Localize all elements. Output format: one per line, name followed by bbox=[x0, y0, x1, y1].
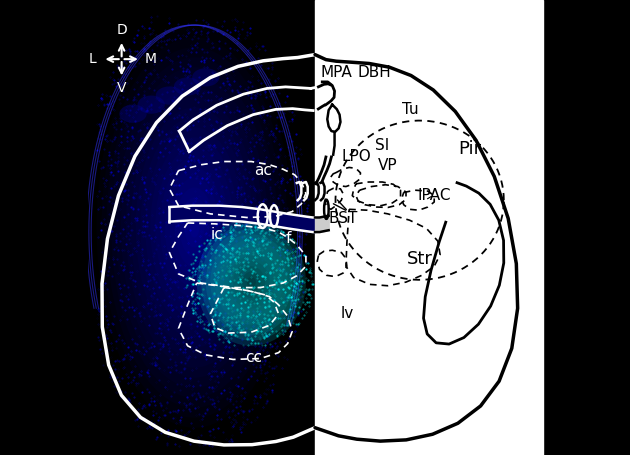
Ellipse shape bbox=[96, 27, 292, 428]
Text: SI: SI bbox=[375, 138, 389, 153]
Ellipse shape bbox=[151, 137, 238, 318]
Ellipse shape bbox=[210, 234, 292, 330]
Text: Pir: Pir bbox=[458, 140, 481, 158]
Text: Str: Str bbox=[407, 250, 433, 268]
Ellipse shape bbox=[126, 87, 263, 368]
Ellipse shape bbox=[160, 157, 229, 298]
Ellipse shape bbox=[140, 117, 248, 338]
Ellipse shape bbox=[190, 217, 199, 238]
Text: V: V bbox=[117, 81, 127, 95]
Ellipse shape bbox=[229, 256, 274, 308]
Text: D: D bbox=[117, 23, 127, 37]
Ellipse shape bbox=[119, 105, 147, 123]
Text: ic: ic bbox=[211, 227, 224, 242]
Bar bbox=[88, 0, 315, 455]
Ellipse shape bbox=[121, 77, 268, 378]
Ellipse shape bbox=[206, 229, 297, 335]
Text: ac: ac bbox=[254, 163, 272, 178]
Text: DBH: DBH bbox=[357, 66, 391, 80]
Ellipse shape bbox=[135, 107, 253, 348]
Ellipse shape bbox=[101, 37, 287, 418]
Ellipse shape bbox=[137, 96, 165, 114]
Ellipse shape bbox=[180, 197, 209, 258]
Ellipse shape bbox=[175, 187, 214, 268]
Ellipse shape bbox=[156, 86, 183, 105]
Ellipse shape bbox=[242, 272, 260, 293]
Ellipse shape bbox=[174, 77, 201, 96]
Ellipse shape bbox=[165, 167, 224, 288]
Ellipse shape bbox=[185, 207, 204, 248]
Ellipse shape bbox=[215, 240, 288, 324]
Ellipse shape bbox=[170, 177, 219, 278]
Ellipse shape bbox=[131, 97, 258, 358]
Text: LPO: LPO bbox=[341, 150, 371, 164]
Ellipse shape bbox=[112, 57, 278, 398]
Text: lv: lv bbox=[340, 307, 353, 321]
Text: cc: cc bbox=[245, 350, 262, 364]
Text: M: M bbox=[145, 52, 157, 66]
Ellipse shape bbox=[197, 218, 306, 346]
Ellipse shape bbox=[233, 261, 270, 303]
Ellipse shape bbox=[219, 245, 283, 319]
Bar bbox=[315, 0, 542, 455]
Text: VP: VP bbox=[378, 158, 398, 172]
Text: f: f bbox=[286, 232, 291, 246]
Ellipse shape bbox=[146, 127, 243, 328]
Ellipse shape bbox=[156, 147, 234, 308]
Ellipse shape bbox=[116, 67, 273, 388]
Ellipse shape bbox=[192, 68, 219, 86]
Text: IPAC: IPAC bbox=[418, 188, 451, 203]
Ellipse shape bbox=[106, 47, 282, 408]
Text: Tu: Tu bbox=[402, 102, 419, 116]
Ellipse shape bbox=[247, 277, 256, 288]
Ellipse shape bbox=[224, 250, 278, 314]
Text: MPA: MPA bbox=[321, 66, 353, 80]
Ellipse shape bbox=[238, 266, 265, 298]
Text: L: L bbox=[89, 52, 96, 66]
Text: BST: BST bbox=[328, 211, 358, 226]
Ellipse shape bbox=[201, 224, 301, 340]
